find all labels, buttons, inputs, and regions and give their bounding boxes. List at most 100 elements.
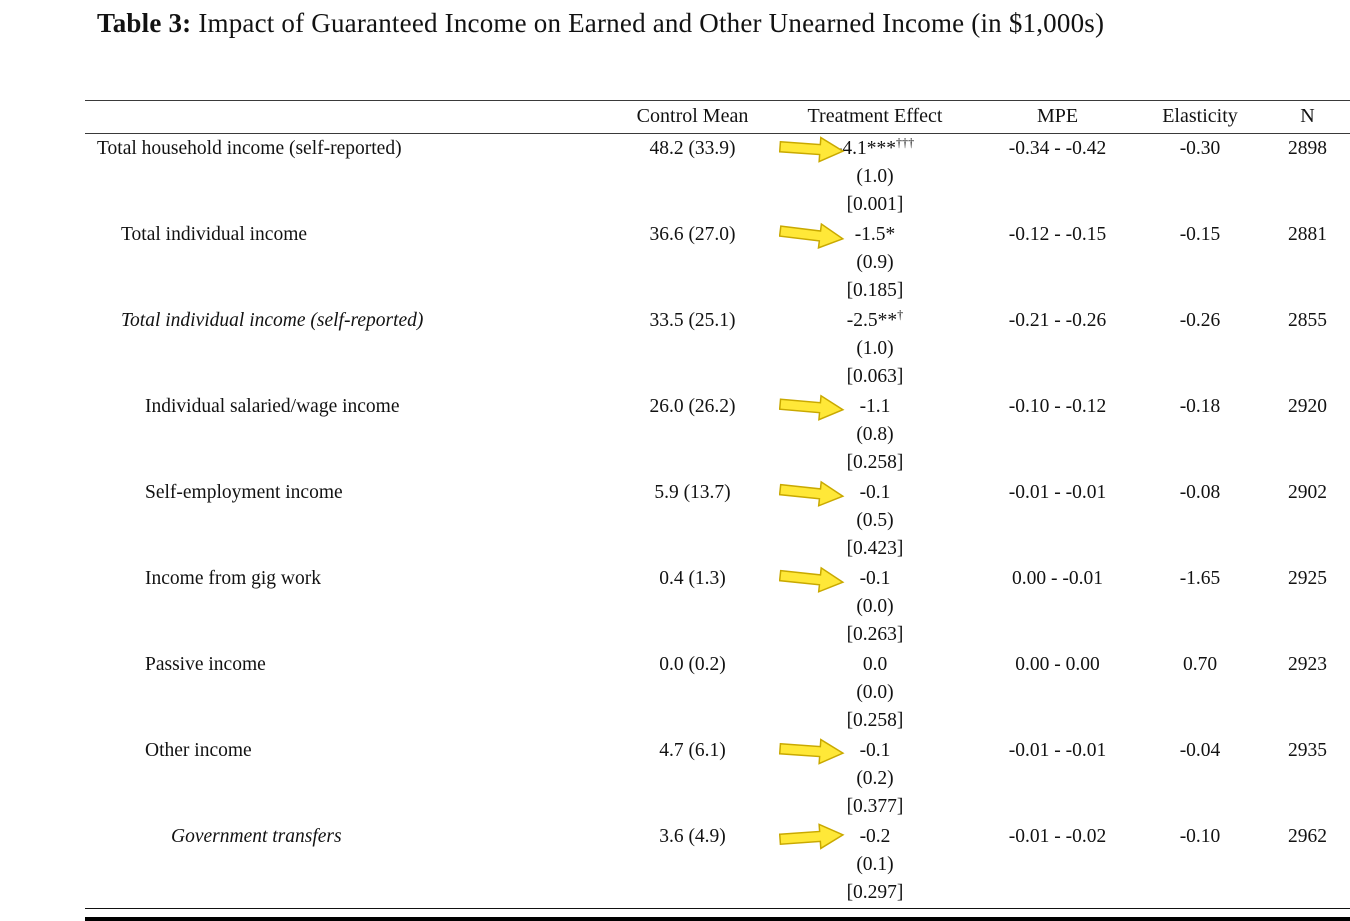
elasticity-value: -0.10: [1179, 826, 1221, 847]
mpe-value: -0.01 - -0.02: [1008, 826, 1107, 847]
n-value: 2962: [1288, 826, 1327, 847]
header-elasticity: Elasticity: [1135, 100, 1265, 134]
header-n: N: [1265, 100, 1350, 134]
row-label: Total individual income: [121, 224, 308, 245]
elasticity-value: 0.70: [1182, 654, 1218, 675]
n-value: 2855: [1288, 310, 1327, 331]
row-label: Government transfers: [171, 826, 342, 847]
treatment-effect-value: -0.1: [859, 482, 891, 503]
table-title: Table 3: Impact of Guaranteed Income on …: [97, 8, 1104, 39]
header-label: [85, 100, 615, 134]
table-row: Other income 4.7 (6.1) -0.1 (0.2) [0.377…: [85, 736, 1350, 822]
p-value: [0.423]: [846, 538, 904, 559]
treatment-effect-value: -1.5*: [854, 224, 896, 245]
elasticity-value: -0.04: [1179, 740, 1221, 761]
table-row: Income from gig work 0.4 (1.3) -0.1 (0.0…: [85, 564, 1350, 650]
row-label: Passive income: [145, 654, 266, 675]
elasticity-value: -0.15: [1179, 224, 1221, 245]
treatment-effect-value: -0.2: [859, 826, 891, 847]
control-mean-value: 26.0 (26.2): [649, 396, 736, 417]
row-label: Other income: [145, 740, 252, 761]
table-row: Total individual income 36.6 (27.0) -1.5…: [85, 220, 1350, 306]
p-value: [0.258]: [846, 452, 904, 473]
elasticity-value: -0.30: [1179, 138, 1221, 159]
highlight-arrow-icon: [779, 393, 845, 421]
treatment-effect-cell: -0.1 (0.0) [0.263]: [770, 564, 980, 650]
p-value: [0.297]: [846, 882, 904, 903]
standard-error: (1.0): [856, 338, 894, 359]
header-control-mean: Control Mean: [615, 100, 770, 134]
elasticity-value: -0.08: [1179, 482, 1221, 503]
treatment-effect-cell: -1.1 (0.8) [0.258]: [770, 392, 980, 478]
standard-error: (1.0): [856, 166, 894, 187]
mpe-value: -0.10 - -0.12: [1008, 396, 1107, 417]
row-label: Income from gig work: [145, 568, 321, 589]
p-value: [0.185]: [846, 280, 904, 301]
n-value: 2925: [1288, 568, 1327, 589]
treatment-effect-cell: -1.5* (0.9) [0.185]: [770, 220, 980, 306]
n-value: 2920: [1288, 396, 1327, 417]
treatment-effect-cell: -4.1***††† (1.0) [0.001]: [770, 134, 980, 221]
table-title-text: Impact of Guaranteed Income on Earned an…: [191, 8, 1105, 38]
table-row: Passive income 0.0 (0.2) 0.0 (0.0) [0.25…: [85, 650, 1350, 736]
row-label: Total individual income (self-reported): [121, 310, 424, 331]
treatment-effect-cell: -0.1 (0.2) [0.377]: [770, 736, 980, 822]
treatment-effect-value: -2.5**†: [846, 307, 904, 331]
n-value: 2935: [1288, 740, 1327, 761]
table-row: Government transfers 3.6 (4.9) -0.2 (0.1…: [85, 822, 1350, 909]
results-table-wrap: Control Mean Treatment Effect MPE Elasti…: [85, 100, 1350, 921]
header-treatment-effect: Treatment Effect: [770, 100, 980, 134]
control-mean-value: 36.6 (27.0): [649, 224, 736, 245]
mpe-value: -0.34 - -0.42: [1008, 138, 1107, 159]
p-value: [0.263]: [846, 624, 904, 645]
control-mean-value: 3.6 (4.9): [659, 826, 726, 847]
treatment-effect-cell: -0.2 (0.1) [0.297]: [770, 822, 980, 909]
header-mpe: MPE: [980, 100, 1135, 134]
mpe-value: -0.21 - -0.26: [1008, 310, 1107, 331]
highlight-arrow-icon: [779, 135, 845, 163]
treatment-effect-cell: -0.1 (0.5) [0.423]: [770, 478, 980, 564]
control-mean-value: 0.4 (1.3): [659, 568, 726, 589]
mpe-value: 0.00 - 0.00: [1015, 654, 1100, 675]
highlight-arrow-icon: [779, 221, 845, 249]
n-value: 2898: [1288, 138, 1327, 159]
elasticity-value: -0.18: [1179, 396, 1221, 417]
mpe-value: 0.00 - -0.01: [1012, 568, 1103, 589]
standard-error: (0.1): [856, 854, 894, 875]
table-row: Total household income (self-reported) 4…: [85, 134, 1350, 221]
p-value: [0.001]: [846, 194, 904, 215]
treatment-effect-value: -0.1: [859, 568, 891, 589]
control-mean-value: 4.7 (6.1): [659, 740, 726, 761]
control-mean-value: 48.2 (33.9): [649, 138, 736, 159]
treatment-effect-value: -4.1***†††: [835, 135, 915, 159]
n-value: 2881: [1288, 224, 1327, 245]
standard-error: (0.8): [856, 424, 894, 445]
highlight-arrow-icon: [779, 823, 845, 851]
p-value: [0.377]: [846, 796, 904, 817]
highlight-arrow-icon: [779, 737, 845, 765]
n-value: 2902: [1288, 482, 1327, 503]
highlight-arrow-icon: [779, 565, 845, 593]
table-title-prefix: Table 3:: [97, 8, 192, 38]
row-label: Self-employment income: [145, 482, 343, 503]
treatment-effect-cell: -2.5**† (1.0) [0.063]: [770, 306, 980, 392]
treatment-effect-value: -0.1: [859, 740, 891, 761]
treatment-effect-value: -1.1: [859, 396, 891, 417]
highlight-arrow-icon: [779, 479, 845, 507]
standard-error: (0.5): [856, 510, 894, 531]
standard-error: (0.0): [856, 596, 894, 617]
header-row: Control Mean Treatment Effect MPE Elasti…: [85, 100, 1350, 134]
standard-error: (0.0): [856, 682, 894, 703]
treatment-effect-value: 0.0: [862, 654, 888, 675]
treatment-effect-cell: 0.0 (0.0) [0.258]: [770, 650, 980, 736]
mpe-value: -0.01 - -0.01: [1008, 740, 1107, 761]
results-table: Control Mean Treatment Effect MPE Elasti…: [85, 100, 1350, 909]
elasticity-value: -1.65: [1179, 568, 1221, 589]
table-row: Total individual income (self-reported) …: [85, 306, 1350, 392]
mpe-value: -0.12 - -0.15: [1008, 224, 1107, 245]
control-mean-value: 33.5 (25.1): [649, 310, 736, 331]
row-label: Individual salaried/wage income: [145, 396, 400, 417]
n-value: 2923: [1288, 654, 1327, 675]
mpe-value: -0.01 - -0.01: [1008, 482, 1107, 503]
